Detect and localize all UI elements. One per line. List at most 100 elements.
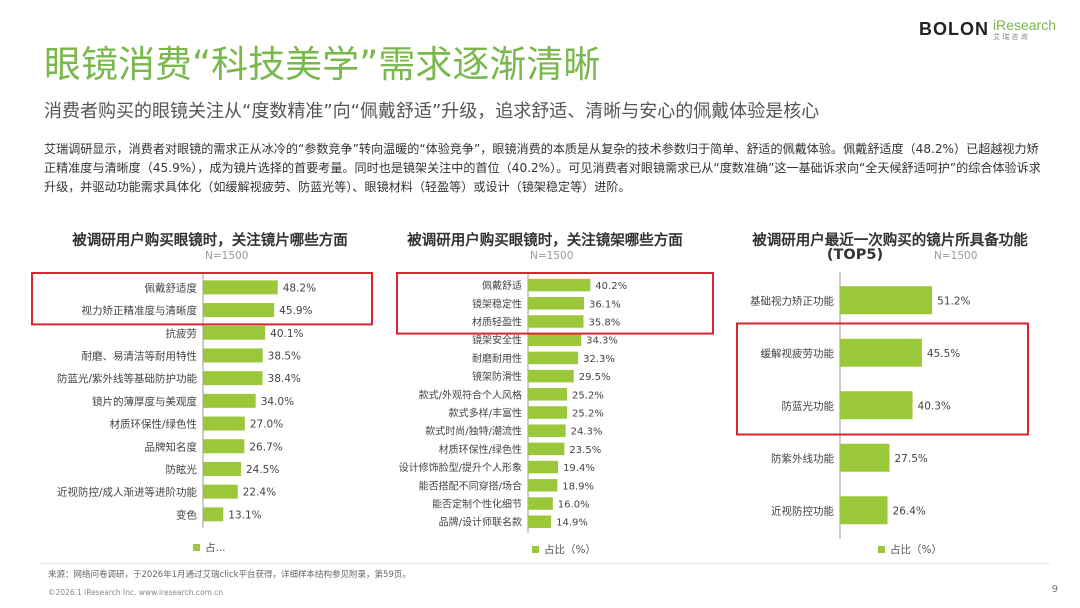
chart2-value-label-9: 23.5% [569, 445, 601, 456]
chart1-bar-2 [203, 325, 266, 340]
chart1-value-label-3: 38.5% [268, 350, 301, 362]
chart1-value-label-7: 26.7% [249, 441, 282, 453]
chart1-value-label-2: 40.1% [270, 328, 303, 340]
chart2-value-label-3: 34.3% [586, 336, 618, 347]
chart1-value-label-0: 48.2% [283, 282, 316, 294]
chart3-category-label-0: 基础视力矫正功能 [750, 294, 834, 307]
chart2-category-label-8: 款式时尚/独特/潮流性 [425, 425, 522, 438]
chart2-value-label-5: 29.5% [579, 372, 611, 383]
chart1-bar-1 [203, 303, 275, 318]
chart1-value-label-1: 45.9% [279, 305, 312, 317]
footer-copyright: ©2026.1 iResearch Inc. www.iresearch.com… [48, 588, 224, 597]
chart2-category-label-13: 品牌/设计师联名款 [439, 516, 522, 529]
chart1-value-label-8: 24.5% [246, 464, 279, 476]
chart1-legend-label: 占... [205, 542, 226, 554]
chart3-legend-label: 占比（%） [890, 544, 942, 556]
page-subtitle: 消费者购买的眼镜关注从“度数精准”向“佩戴舒适”升级，追求舒适、清晰与安心的佩戴… [44, 101, 820, 122]
chart3-category-label-1: 缓解视疲劳功能 [761, 347, 835, 360]
intro-paragraph: 艾瑞调研显示，消费者对眼镜的需求正从冰冷的“参数竞争”转向温暖的“体验竞争”，眼… [44, 142, 1041, 194]
chart2-value-label-7: 25.2% [572, 409, 604, 420]
chart1-value-label-10: 13.1% [228, 509, 261, 521]
chart2-bar-1 [528, 297, 584, 310]
footer-divider [40, 563, 1050, 564]
chart3-category-label-2: 防蓝光功能 [782, 399, 835, 412]
chart2-category-label-1: 镜架稳定性 [472, 297, 522, 310]
iresearch-logo-cn: 艾 瑞 咨 询 [992, 33, 1028, 41]
iresearch-logo-text: iResearch [992, 17, 1056, 33]
chart2-value-label-12: 16.0% [558, 500, 590, 511]
chart1-category-label-8: 防眩光 [166, 463, 198, 476]
chart2-bar-6 [528, 388, 568, 401]
chart1-category-label-4: 防蓝光/紫外线等基础防护功能 [57, 372, 198, 385]
chart1-legend: 占... [193, 540, 226, 555]
chart1-bar-6 [203, 416, 245, 431]
iresearch-logo: iResearch 艾 瑞 咨 询 [993, 18, 1056, 41]
chart2-category-label-11: 能否搭配不同穿搭/场合 [419, 479, 522, 492]
chart2-bar-4 [528, 351, 579, 365]
chart1-sample-size: N=1500 [205, 250, 249, 262]
chart1-value-label-9: 22.4% [243, 487, 276, 499]
chart2-category-label-12: 能否定制个性化细节 [432, 498, 522, 511]
chart2-legend-label: 占比（%） [544, 544, 596, 556]
chart2-value-label-6: 25.2% [572, 390, 604, 401]
chart2-title: 被调研用户购买眼镜时，关注镜架哪些方面 [407, 233, 683, 249]
chart2-bar-7 [528, 406, 568, 419]
chart2-value-label-0: 40.2% [595, 281, 627, 292]
chart2-sample-size: N=1500 [530, 250, 574, 262]
chart3-bar-1 [840, 338, 922, 367]
chart2-category-label-10: 设计修饰脸型/提升个人形象 [399, 461, 522, 474]
chart3-value-label-2: 40.3% [918, 400, 951, 412]
chart1-legend-swatch [193, 544, 200, 551]
chart3-bar-0 [840, 286, 933, 315]
chart2-bar-8 [528, 424, 566, 437]
chart1-category-label-10: 变色 [176, 508, 197, 521]
chart2-category-label-6: 款式/外观符合个人风格 [419, 388, 522, 401]
chart2-category-label-3: 镜架安全性 [472, 334, 522, 347]
chart2-bar-13 [528, 515, 552, 528]
chart2-category-label-5: 镜架防滑性 [472, 370, 522, 383]
chart1-category-label-5: 镜片的薄厚度与美观度 [92, 395, 197, 408]
chart2-category-label-9: 材质环保性/绿色性 [439, 443, 522, 456]
chart1-bar-8 [203, 461, 241, 476]
chart2-value-label-13: 14.9% [556, 518, 588, 529]
chart3-sample-size: N=1500 [934, 250, 978, 262]
chart1-category-label-0: 佩戴舒适度 [145, 281, 198, 294]
chart1-title: 被调研用户购买眼镜时，关注镜片哪些方面 [72, 233, 348, 249]
chart1-category-label-2: 抗疲劳 [166, 327, 198, 340]
chart2-category-label-0: 佩戴舒适 [482, 279, 522, 292]
chart1-value-label-5: 34.0% [261, 396, 294, 408]
chart2-category-label-4: 耐磨耐用性 [472, 352, 522, 365]
chart2-bar-10 [528, 460, 559, 474]
chart3-bar-4 [840, 496, 888, 525]
chart2-value-label-4: 32.3% [583, 354, 615, 365]
chart1-value-label-6: 27.0% [250, 419, 283, 431]
bolon-logo: BOLON [918, 19, 989, 39]
chart1-bar-9 [203, 484, 238, 499]
chart1-bar-3 [203, 348, 263, 363]
chart1-category-label-9: 近视防控/成人渐进等进阶功能 [57, 486, 198, 499]
chart2-category-label-2: 材质轻盈性 [472, 316, 522, 329]
chart1-value-label-4: 38.4% [268, 373, 301, 385]
chart3-plot: 基础视力矫正功能 51.2% 缓解视疲劳功能 45.5% 防蓝光功能 40.3% 防紫外线功… [736, 272, 1029, 539]
chart3-category-label-4: 近视防控功能 [771, 504, 834, 517]
chart1-bar-4 [203, 371, 263, 386]
chart3-category-label-3: 防紫外线功能 [771, 452, 834, 465]
chart1-category-label-7: 品牌知名度 [145, 440, 198, 453]
chart2-bar-12 [528, 497, 553, 510]
chart1-category-label-1: 视力矫正精准度与清晰度 [82, 304, 198, 317]
chart2-highlight-box [396, 272, 714, 335]
chart2-bar-11 [528, 479, 558, 492]
chart1-bar-5 [203, 393, 256, 408]
chart2-value-label-1: 36.1% [589, 299, 621, 310]
chart2-value-label-2: 35.8% [588, 318, 620, 329]
page-title: 眼镜消费“科技美学”需求逐渐清晰 [44, 43, 601, 86]
chart3-bar-2 [840, 391, 913, 420]
chart2-legend-swatch [532, 546, 539, 553]
chart2-bar-2 [528, 315, 584, 328]
chart1-bar-10 [203, 507, 224, 522]
chart3-value-label-4: 26.4% [893, 505, 926, 517]
chart2-value-label-8: 24.3% [571, 427, 603, 438]
chart2-category-label-7: 款式多样/丰富性 [449, 407, 522, 420]
chart3-highlight-box [736, 322, 1029, 436]
chart3-bar-3 [840, 443, 890, 472]
